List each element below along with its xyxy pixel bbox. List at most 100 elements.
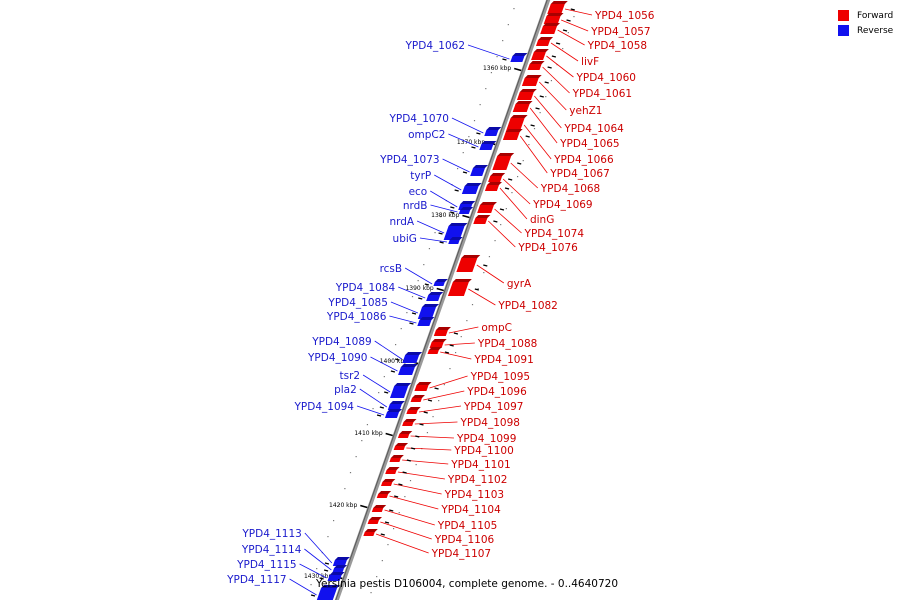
forward-gene[interactable] [371, 505, 394, 512]
reverse-gene[interactable] [394, 352, 423, 363]
reverse-gene-label[interactable]: YPD4_1115 [236, 559, 296, 571]
reverse-gene[interactable] [390, 364, 418, 375]
reverse-gene[interactable] [310, 585, 341, 600]
forward-gene[interactable] [433, 327, 459, 336]
reverse-gene-label[interactable]: YPD4_1062 [405, 40, 465, 52]
reverse-gene[interactable] [418, 292, 444, 301]
reverse-gene-label[interactable]: nrdA [389, 216, 414, 228]
reverse-gene[interactable] [454, 183, 482, 194]
forward-gene-label[interactable]: YPD4_1069 [532, 199, 592, 211]
forward-gene[interactable] [456, 255, 488, 272]
reverse-gene-label[interactable]: ubiG [393, 233, 417, 245]
forward-gene-label[interactable]: YPD4_1102 [447, 474, 507, 486]
forward-gene[interactable] [447, 279, 480, 296]
forward-gene-label[interactable]: YPD4_1056 [594, 10, 655, 22]
forward-gene[interactable] [516, 89, 544, 100]
reverse-gene[interactable] [409, 317, 435, 326]
forward-gene-label[interactable]: YPD4_1097 [463, 401, 523, 413]
reverse-gene[interactable] [450, 207, 474, 214]
reverse-gene[interactable] [438, 223, 468, 240]
forward-gene[interactable] [376, 491, 399, 498]
forward-gene[interactable] [429, 339, 454, 348]
forward-gene-label[interactable]: YPD4_1065 [559, 138, 619, 150]
forward-gene-label[interactable]: YPD4_1067 [549, 168, 609, 180]
forward-gene-label[interactable]: YPD4_1064 [563, 123, 624, 135]
forward-gene-label[interactable]: YPD4_1066 [553, 154, 614, 166]
reverse-gene-label[interactable]: pla2 [334, 384, 357, 396]
reverse-gene-label[interactable]: YPD4_1114 [241, 544, 302, 556]
forward-gene-label[interactable]: ompC [481, 322, 512, 334]
forward-gene[interactable] [543, 13, 571, 24]
forward-gene-label[interactable]: YPD4_1101 [450, 459, 510, 471]
forward-gene-label[interactable]: YPD4_1096 [466, 386, 527, 398]
forward-gene-label[interactable]: livF [581, 56, 599, 68]
forward-gene-label[interactable]: YPD4_1074 [524, 228, 585, 240]
forward-gene[interactable] [389, 455, 412, 462]
reverse-gene-label[interactable]: YPD4_1117 [226, 574, 286, 586]
forward-gene[interactable] [540, 23, 568, 34]
forward-gene-label[interactable]: gyrA [507, 278, 532, 290]
forward-gene[interactable] [367, 517, 390, 524]
reverse-gene-label[interactable]: YPD4_1073 [379, 154, 439, 166]
forward-gene-label[interactable]: YPD4_1091 [473, 354, 533, 366]
forward-gene-label[interactable]: YPD4_1098 [459, 417, 519, 429]
reverse-gene[interactable] [411, 304, 440, 319]
reverse-gene-label[interactable]: YPD4_1070 [388, 113, 448, 125]
forward-gene[interactable] [380, 479, 403, 486]
forward-gene[interactable] [488, 173, 513, 182]
forward-gene[interactable] [410, 395, 433, 402]
reverse-gene-label[interactable]: ompC2 [408, 129, 445, 141]
forward-gene-label[interactable]: YPD4_1058 [587, 40, 647, 52]
forward-gene[interactable] [473, 215, 498, 224]
reverse-gene[interactable] [324, 557, 350, 566]
forward-gene-label[interactable]: YPD4_1100 [453, 445, 513, 457]
forward-gene[interactable] [385, 467, 407, 474]
reverse-gene[interactable] [379, 401, 405, 410]
reverse-gene-label[interactable]: YPD4_1113 [241, 528, 301, 540]
forward-gene-label[interactable]: YPD4_1057 [590, 26, 650, 38]
forward-gene[interactable] [363, 529, 385, 536]
forward-gene[interactable] [427, 347, 450, 354]
forward-gene[interactable] [502, 129, 530, 140]
forward-gene[interactable] [484, 182, 510, 191]
forward-gene-label[interactable]: YPD4_1105 [437, 520, 497, 532]
forward-gene-label[interactable]: yehZ1 [569, 105, 602, 117]
reverse-gene[interactable] [502, 53, 528, 62]
forward-gene[interactable] [547, 1, 575, 14]
forward-gene-label[interactable]: YPD4_1076 [517, 242, 578, 254]
forward-gene-label[interactable]: dinG [530, 214, 554, 226]
reverse-gene[interactable] [424, 279, 448, 286]
reverse-gene[interactable] [319, 572, 345, 581]
forward-gene-label[interactable]: YPD4_1095 [470, 371, 530, 383]
forward-gene[interactable] [414, 382, 439, 391]
forward-gene-label[interactable]: YPD4_1068 [540, 183, 600, 195]
forward-gene-label[interactable]: YPD4_1088 [477, 338, 537, 350]
reverse-gene-label[interactable]: nrdB [403, 200, 428, 212]
forward-gene[interactable] [505, 115, 535, 132]
forward-gene-label[interactable]: YPD4_1106 [434, 534, 495, 546]
forward-gene[interactable] [402, 419, 424, 426]
forward-gene-label[interactable]: YPD4_1103 [444, 489, 504, 501]
reverse-gene-label[interactable]: rcsB [380, 263, 403, 275]
forward-gene-label[interactable]: YPD4_1060 [575, 72, 635, 84]
forward-gene[interactable] [535, 37, 561, 46]
reverse-gene-label[interactable]: eco [409, 186, 428, 198]
forward-gene-label[interactable]: YPD4_1082 [497, 300, 557, 312]
reverse-gene[interactable] [384, 383, 412, 398]
reverse-gene-label[interactable]: YPD4_1084 [335, 282, 396, 294]
reverse-gene-label[interactable]: YPD4_1086 [326, 311, 387, 323]
reverse-gene-label[interactable]: tyrP [410, 170, 431, 182]
forward-gene[interactable] [512, 101, 540, 112]
forward-gene[interactable] [397, 431, 420, 438]
reverse-gene[interactable] [462, 165, 488, 176]
forward-gene-label[interactable]: YPD4_1061 [572, 88, 632, 100]
forward-gene[interactable] [527, 61, 552, 70]
forward-gene-label[interactable]: YPD4_1099 [456, 433, 516, 445]
forward-gene[interactable] [531, 49, 557, 60]
reverse-gene[interactable] [439, 237, 463, 244]
forward-gene-label[interactable]: YPD4_1107 [431, 548, 491, 560]
reverse-gene-label[interactable]: tsr2 [339, 370, 360, 382]
forward-gene[interactable] [477, 202, 505, 213]
reverse-gene-label[interactable]: YPD4_1094 [294, 401, 355, 413]
forward-gene[interactable] [406, 407, 428, 414]
